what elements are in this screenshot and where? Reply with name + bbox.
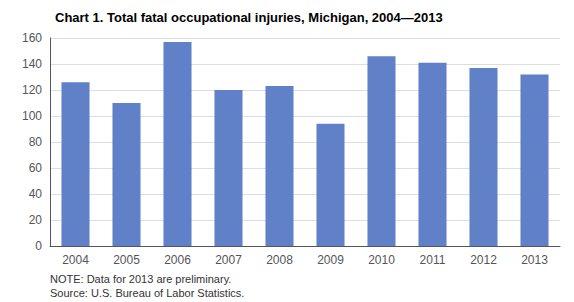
svg-text:140: 140 — [22, 57, 42, 71]
svg-text:2009: 2009 — [317, 253, 344, 267]
svg-text:Chart 1. Total fatal occupatio: Chart 1. Total fatal occupational injuri… — [55, 10, 443, 25]
svg-text:2011: 2011 — [420, 253, 446, 267]
svg-text:NOTE: Data for 2013 are prelim: NOTE: Data for 2013 are preliminary. — [50, 273, 231, 285]
svg-text:2005: 2005 — [113, 253, 140, 267]
svg-text:2008: 2008 — [266, 253, 293, 267]
svg-text:0: 0 — [35, 239, 42, 253]
svg-text:160: 160 — [22, 31, 42, 45]
svg-text:100: 100 — [22, 109, 42, 123]
svg-text:2012: 2012 — [470, 253, 497, 267]
svg-text:Source: U.S. Bureau of Labor S: Source: U.S. Bureau of Labor Statistics. — [50, 287, 244, 299]
svg-text:20: 20 — [29, 213, 43, 227]
svg-text:2007: 2007 — [215, 253, 242, 267]
svg-text:80: 80 — [29, 135, 43, 149]
svg-text:2010: 2010 — [368, 253, 395, 267]
svg-text:2013: 2013 — [521, 253, 548, 267]
svg-text:2004: 2004 — [62, 253, 89, 267]
svg-text:40: 40 — [29, 187, 43, 201]
svg-text:120: 120 — [22, 83, 42, 97]
svg-text:60: 60 — [29, 161, 43, 175]
svg-text:2006: 2006 — [164, 253, 191, 267]
